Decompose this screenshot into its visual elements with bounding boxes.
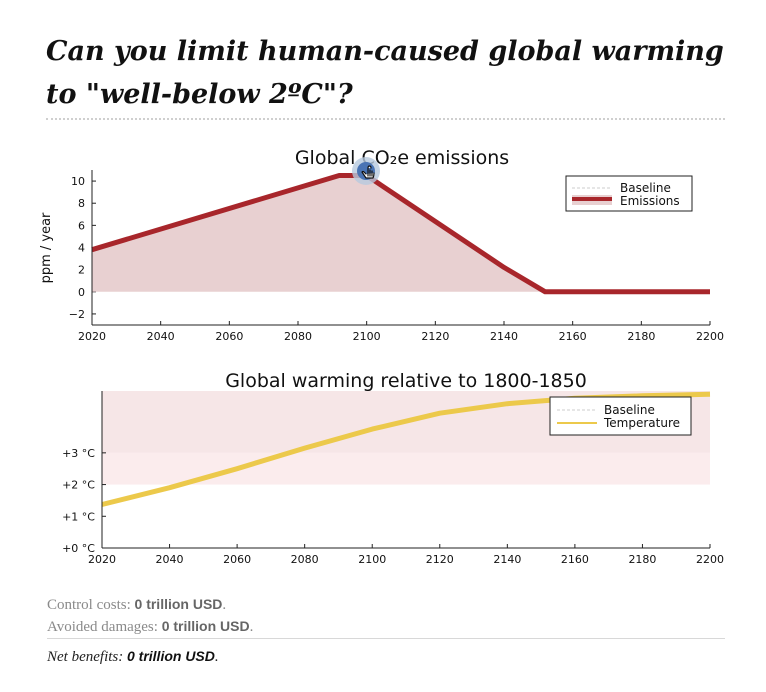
warming-x-tick-label: 2080 <box>291 553 319 566</box>
summary-panel: Control costs: 0 trillion USD. Avoided d… <box>47 593 725 667</box>
warming-chart[interactable]: Global warming relative to 1800-1850 +0 … <box>0 362 766 572</box>
summary-divider <box>47 638 725 639</box>
warming-legend-temperature-label: Temperature <box>603 416 680 430</box>
avoided-damages-line: Avoided damages: 0 trillion USD. <box>47 615 725 637</box>
warming-y-tick-label: +0 °C <box>62 542 95 555</box>
emissions-x-tick-label: 2020 <box>78 330 106 343</box>
emissions-y-tick-label: 4 <box>78 242 85 255</box>
emissions-y-tick-label: 0 <box>78 286 85 299</box>
emissions-x-tick-label: 2160 <box>559 330 587 343</box>
emissions-emissions-line <box>91 173 710 295</box>
emissions-legend-baseline-label: Baseline <box>620 181 671 195</box>
net-benefits-period: . <box>214 649 219 665</box>
emissions-x-tick-label: 2060 <box>215 330 243 343</box>
emissions-y-tick-label: −2 <box>69 308 85 321</box>
warming-x-tick-label: 2120 <box>426 553 454 566</box>
net-benefits-value: 0 trillion USD <box>126 648 215 664</box>
warming-legend-box <box>549 396 692 436</box>
drag-handle[interactable] <box>351 156 383 188</box>
warming-x-tick-label: 2020 <box>88 553 116 566</box>
control-costs-label: Control costs: <box>47 597 135 613</box>
emissions-legend-emissions-label: Emissions <box>620 194 680 208</box>
warming-x-tick-label: 2200 <box>696 553 724 566</box>
emissions-y-tick-label: 8 <box>78 197 85 210</box>
warming-x-tick-label: 2040 <box>156 553 184 566</box>
control-costs-value: 0 trillion USD <box>134 596 223 612</box>
warming-x-tick-label: 2140 <box>493 553 521 566</box>
warming-x-tick-label: 2160 <box>561 553 589 566</box>
warming-y-tick-label: +1 °C <box>62 510 95 523</box>
emissions-x-tick-label: 2040 <box>147 330 175 343</box>
control-costs-period: . <box>222 597 227 613</box>
warming-legend-baseline-label: Baseline <box>604 403 655 417</box>
emissions-x-tick-label: 2140 <box>490 330 518 343</box>
emissions-x-tick-label: 2180 <box>627 330 655 343</box>
warming-x-tick-label: 2060 <box>223 553 251 566</box>
emissions-y-tick-label: 6 <box>78 219 85 232</box>
emissions-y-tick-label: 2 <box>78 264 85 277</box>
warming-x-tick-label: 2100 <box>358 553 386 566</box>
warming-x-tick-label: 2180 <box>628 553 656 566</box>
warming-legend: Baseline Temperature <box>549 396 692 436</box>
net-benefits-line: Net benefits: 0 trillion USD. <box>47 645 725 667</box>
net-benefits-label: Net benefits: <box>47 649 127 665</box>
warming-chart-title: Global warming relative to 1800-1850 <box>225 370 587 392</box>
avoided-damages-value: 0 trillion USD <box>161 618 250 634</box>
emissions-y-tick-label: 10 <box>71 175 85 188</box>
warming-y-tick-label: +3 °C <box>62 447 95 460</box>
avoided-damages-period: . <box>249 619 254 635</box>
emissions-legend: Baseline Emissions <box>565 175 693 212</box>
page-title: Can you limit human-caused global warmin… <box>46 36 724 110</box>
emissions-chart-title: Global CO₂e emissions <box>295 147 509 169</box>
emissions-x-tick-label: 2120 <box>421 330 449 343</box>
hand-cursor-icon <box>361 165 375 179</box>
emissions-x-tick-label: 2080 <box>284 330 312 343</box>
emissions-x-tick-label: 2200 <box>696 330 724 343</box>
control-costs-line: Control costs: 0 trillion USD. <box>47 593 725 615</box>
warming-y-tick-label: +2 °C <box>62 479 95 492</box>
emissions-x-tick-label: 2100 <box>353 330 381 343</box>
avoided-damages-label: Avoided damages: <box>47 619 162 635</box>
emissions-chart[interactable]: Global CO₂e emissions ppm / year −2 0 2 4 6 8… <box>0 140 766 360</box>
emissions-y-axis-label: ppm / year <box>39 212 54 283</box>
title-divider <box>46 118 725 120</box>
emissions-legend-box <box>565 175 693 212</box>
